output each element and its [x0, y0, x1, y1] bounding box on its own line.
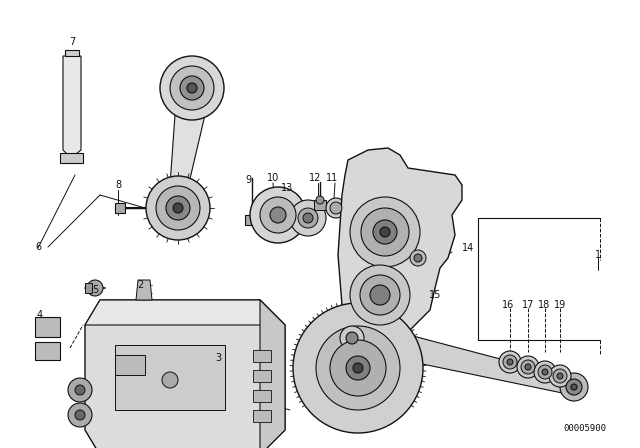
Circle shape [361, 208, 409, 256]
Circle shape [180, 76, 204, 100]
Polygon shape [65, 50, 79, 56]
Circle shape [346, 356, 370, 380]
Circle shape [75, 385, 85, 395]
Circle shape [571, 384, 577, 390]
Text: 13: 13 [281, 183, 293, 193]
Bar [115, 345, 225, 410]
Circle shape [373, 220, 397, 244]
Circle shape [316, 196, 324, 204]
Circle shape [566, 379, 582, 395]
Text: 19: 19 [554, 300, 566, 310]
Circle shape [270, 207, 286, 223]
Bar [35, 317, 60, 337]
Polygon shape [115, 203, 125, 213]
Circle shape [534, 361, 556, 383]
Bar [253, 390, 271, 402]
Circle shape [298, 208, 318, 228]
Circle shape [260, 197, 296, 233]
Circle shape [346, 332, 358, 344]
Circle shape [525, 364, 531, 370]
Text: 1: 1 [595, 250, 601, 260]
Circle shape [350, 265, 410, 325]
Text: 8: 8 [115, 180, 121, 190]
Text: 6: 6 [35, 242, 41, 252]
Circle shape [538, 365, 552, 379]
Circle shape [250, 187, 306, 243]
Circle shape [146, 176, 210, 240]
Circle shape [521, 360, 535, 374]
Text: 10: 10 [267, 173, 279, 183]
Circle shape [542, 369, 548, 375]
Circle shape [290, 200, 326, 236]
Polygon shape [60, 153, 83, 163]
Bar [253, 350, 271, 362]
Text: 5: 5 [92, 285, 98, 295]
Text: 15: 15 [429, 290, 441, 300]
Bar [35, 342, 60, 360]
Text: 11: 11 [326, 173, 338, 183]
Text: 18: 18 [538, 300, 550, 310]
Circle shape [340, 326, 364, 350]
Text: 4: 4 [37, 310, 43, 320]
Circle shape [87, 280, 103, 296]
Text: 9: 9 [245, 175, 251, 185]
Circle shape [68, 403, 92, 427]
Circle shape [316, 326, 400, 410]
Bar [253, 370, 271, 382]
Circle shape [507, 359, 513, 365]
Circle shape [549, 365, 571, 387]
Circle shape [170, 66, 214, 110]
Circle shape [410, 250, 426, 266]
Circle shape [173, 203, 183, 213]
Text: 2: 2 [137, 280, 143, 290]
Circle shape [330, 202, 342, 214]
Circle shape [162, 372, 178, 388]
Bar [253, 410, 271, 422]
Circle shape [414, 254, 422, 262]
Circle shape [503, 355, 517, 369]
Circle shape [360, 275, 400, 315]
Circle shape [499, 351, 521, 373]
Circle shape [350, 197, 420, 267]
Text: 16: 16 [502, 300, 514, 310]
Circle shape [380, 227, 390, 237]
Polygon shape [85, 283, 92, 293]
Text: 14: 14 [462, 243, 474, 253]
Polygon shape [345, 322, 580, 395]
Circle shape [166, 196, 190, 220]
Text: 00005900: 00005900 [563, 423, 607, 432]
Circle shape [330, 340, 386, 396]
Polygon shape [63, 56, 81, 158]
Polygon shape [245, 215, 259, 225]
Circle shape [517, 356, 539, 378]
Circle shape [156, 186, 200, 230]
Circle shape [68, 378, 92, 402]
Circle shape [187, 83, 197, 93]
Circle shape [560, 373, 588, 401]
Polygon shape [260, 300, 285, 448]
Text: 7: 7 [69, 37, 75, 47]
Polygon shape [85, 300, 285, 448]
Bar [115, 355, 145, 375]
Text: 3: 3 [215, 353, 221, 363]
Polygon shape [85, 300, 285, 325]
Polygon shape [338, 148, 462, 348]
Circle shape [293, 303, 423, 433]
Circle shape [353, 363, 363, 373]
Polygon shape [136, 280, 152, 300]
Circle shape [75, 410, 85, 420]
Polygon shape [314, 200, 326, 210]
Circle shape [370, 285, 390, 305]
Circle shape [553, 369, 567, 383]
Polygon shape [170, 82, 210, 200]
Text: 17: 17 [522, 300, 534, 310]
Circle shape [326, 198, 346, 218]
Text: 12: 12 [309, 173, 321, 183]
Circle shape [303, 213, 313, 223]
Circle shape [557, 373, 563, 379]
Circle shape [160, 56, 224, 120]
